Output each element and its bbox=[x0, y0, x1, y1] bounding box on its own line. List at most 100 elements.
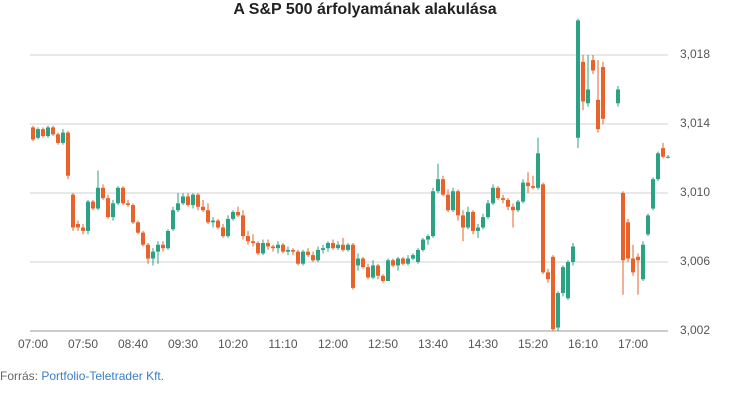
candle-body bbox=[291, 249, 295, 252]
candle-body bbox=[146, 244, 150, 259]
x-tick-label: 10:20 bbox=[218, 337, 248, 351]
candle-body bbox=[456, 191, 460, 216]
candle-body bbox=[436, 179, 440, 192]
candle-body bbox=[601, 67, 605, 119]
candle-body bbox=[181, 196, 185, 204]
chart-title: A S&P 500 árfolyamának alakulása bbox=[233, 1, 496, 18]
x-tick-label: 11:10 bbox=[268, 337, 297, 351]
candle-body bbox=[666, 156, 670, 158]
candle-body bbox=[221, 227, 225, 237]
candle-body bbox=[501, 198, 505, 200]
candle-body bbox=[246, 236, 250, 242]
candle-body bbox=[546, 272, 550, 280]
candle-body bbox=[91, 201, 95, 209]
candle-body bbox=[591, 60, 595, 71]
candle-body bbox=[351, 244, 355, 288]
candle-body bbox=[231, 211, 235, 219]
candle-body bbox=[516, 201, 520, 211]
candle-body bbox=[156, 244, 160, 252]
x-tick-label: 14:30 bbox=[468, 337, 498, 351]
candle-body bbox=[536, 153, 540, 188]
candle-body bbox=[131, 205, 135, 223]
candle-body bbox=[86, 201, 90, 231]
source-text[interactable]: Portfolio-Teletrader Kft. bbox=[41, 369, 165, 383]
candle-body bbox=[466, 211, 470, 228]
candle-body bbox=[366, 267, 370, 278]
chart: A S&P 500 árfolyamának alakulása 3,002 3,… bbox=[18, 1, 710, 351]
candle-body bbox=[226, 218, 230, 237]
y-tick-label: 3,018 bbox=[680, 47, 710, 61]
candle-body bbox=[496, 187, 500, 199]
candle-body bbox=[621, 192, 625, 261]
candle-body bbox=[476, 227, 480, 231]
candle-body bbox=[271, 246, 275, 249]
candle-body bbox=[311, 255, 315, 261]
candle-body bbox=[106, 198, 110, 218]
y-tick-label: 3,010 bbox=[680, 185, 710, 199]
candle-body bbox=[656, 153, 660, 180]
candle-body bbox=[526, 182, 530, 187]
candle-body bbox=[556, 293, 560, 328]
candle-body bbox=[441, 179, 445, 195]
candle-body bbox=[36, 129, 40, 138]
candle-body bbox=[396, 258, 400, 266]
candle-body bbox=[336, 244, 340, 249]
candle-body bbox=[236, 211, 240, 216]
candle-body bbox=[571, 246, 575, 262]
candle-body bbox=[126, 203, 130, 206]
candle-body bbox=[186, 196, 190, 206]
candle-body bbox=[166, 230, 170, 249]
candle-body bbox=[211, 220, 215, 223]
candle-body bbox=[346, 244, 350, 250]
candle-body bbox=[196, 194, 200, 207]
x-tick-label: 09:30 bbox=[168, 337, 198, 351]
candle-body bbox=[401, 258, 405, 264]
candle-body bbox=[56, 134, 60, 143]
candle-body bbox=[491, 187, 495, 204]
candle-body bbox=[631, 258, 635, 273]
candle-body bbox=[361, 258, 365, 268]
y-tick-label: 3,006 bbox=[680, 254, 710, 268]
candle-body bbox=[216, 220, 220, 228]
candle-body bbox=[356, 258, 360, 266]
candle-body bbox=[381, 275, 385, 281]
candle-body bbox=[76, 224, 80, 228]
candle-body bbox=[61, 132, 65, 143]
candle-body bbox=[241, 215, 245, 237]
candle-body bbox=[636, 256, 640, 261]
candle-body bbox=[541, 184, 545, 273]
candle-body bbox=[566, 261, 570, 299]
candle-body bbox=[46, 127, 50, 137]
candle-body bbox=[326, 243, 330, 249]
x-tick-label: 12:00 bbox=[318, 337, 348, 351]
candle-body bbox=[646, 215, 650, 235]
candle-body bbox=[116, 187, 120, 204]
candle-body bbox=[426, 236, 430, 240]
candle-body bbox=[136, 222, 140, 233]
candle-body bbox=[96, 187, 100, 209]
candle-body bbox=[101, 187, 105, 199]
candle-body bbox=[431, 191, 435, 237]
candle-body bbox=[266, 243, 270, 247]
candle-body bbox=[206, 210, 210, 223]
candle-body bbox=[371, 265, 375, 278]
candle-body bbox=[341, 244, 345, 250]
candle-body bbox=[661, 148, 665, 157]
candle-body bbox=[191, 194, 195, 206]
candle-body bbox=[551, 256, 555, 330]
y-tick-label: 3,014 bbox=[680, 116, 710, 130]
x-tick-label: 15:20 bbox=[518, 337, 548, 351]
candle-body bbox=[481, 217, 485, 228]
x-tick-label: 12:50 bbox=[368, 337, 398, 351]
candle-body bbox=[141, 232, 145, 245]
candle-body bbox=[256, 243, 260, 254]
candle-body bbox=[651, 179, 655, 209]
y-tick-label: 3,002 bbox=[680, 323, 710, 337]
candle-body bbox=[151, 251, 155, 259]
candle-body bbox=[626, 222, 630, 259]
candle-body bbox=[286, 249, 290, 252]
candle-body bbox=[251, 241, 255, 244]
candle-body bbox=[451, 191, 455, 211]
candle-body bbox=[81, 227, 85, 231]
candle-body bbox=[171, 210, 175, 230]
